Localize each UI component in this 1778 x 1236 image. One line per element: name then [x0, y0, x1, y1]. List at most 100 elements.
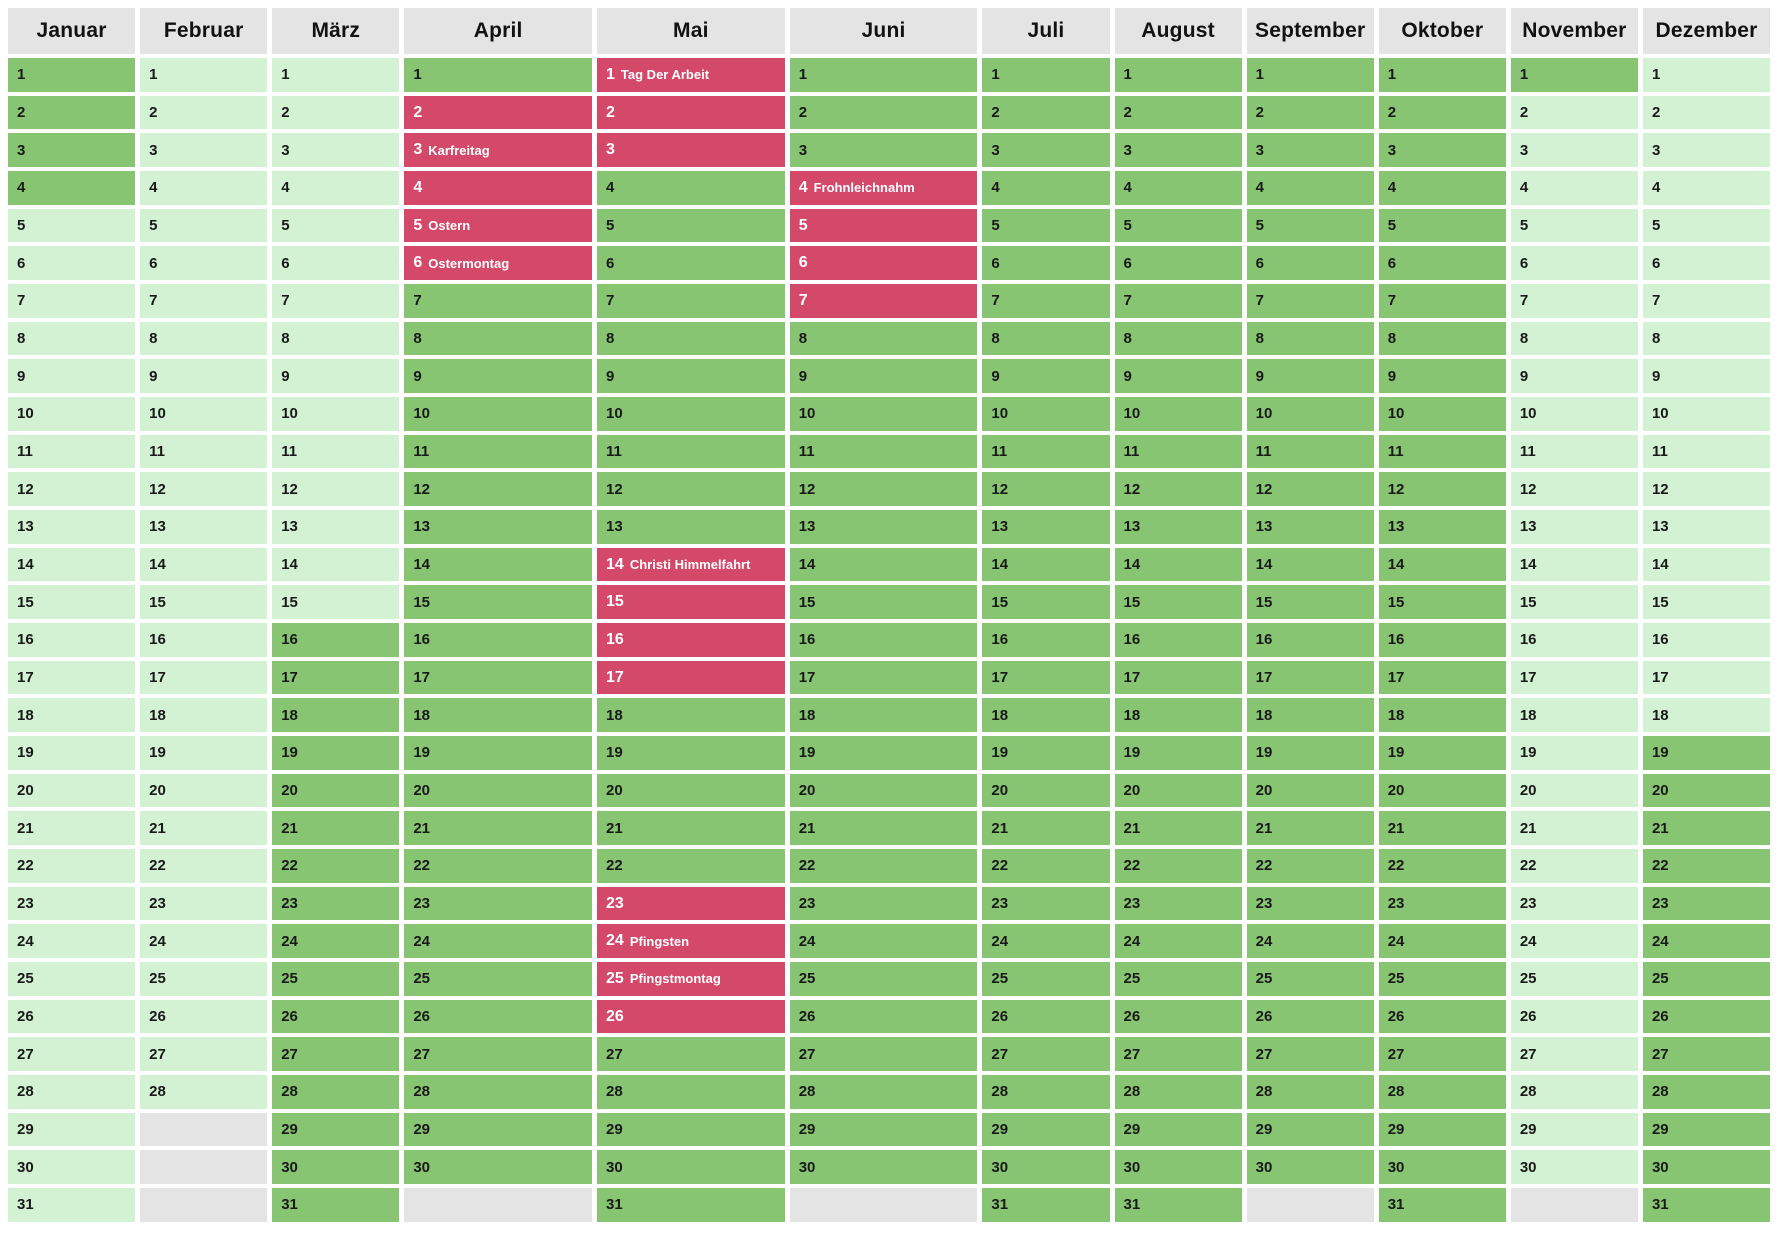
day-cell: 27: [1246, 1037, 1374, 1072]
day-cell: 20: [982, 773, 1110, 808]
day-cell: 23: [1510, 886, 1638, 921]
day-cell: 28: [597, 1075, 785, 1109]
day-cell: 2: [597, 95, 785, 130]
day-cell: 29: [1378, 1112, 1506, 1147]
day-number: 23: [413, 895, 431, 913]
day-number: 10: [1519, 405, 1537, 423]
day-cell: 13: [597, 510, 785, 544]
day-number: 28: [1519, 1083, 1537, 1101]
day-cell: 3: [789, 133, 978, 168]
day-cell: 30: [1114, 1150, 1242, 1185]
day-cell: 13: [404, 510, 593, 544]
day-cell: 16: [8, 623, 136, 657]
day-cell: 6: [597, 246, 785, 281]
day-cell: 8: [404, 321, 593, 356]
day-number: 27: [1123, 1045, 1141, 1063]
day-cell: 16: [597, 623, 785, 657]
day-number: 14: [606, 555, 624, 573]
day-cell: 31: [8, 1188, 136, 1222]
day-number: 9: [1519, 367, 1529, 385]
day-cell: 20: [789, 773, 978, 808]
day-number: 14: [281, 556, 298, 574]
day-cell: 11: [1378, 434, 1506, 469]
day-cell: 18: [1510, 698, 1638, 733]
day-cell: 19: [1510, 736, 1638, 770]
day-cell: 8: [1246, 321, 1374, 356]
day-number: 15: [1651, 593, 1669, 611]
day-number: 31: [1387, 1196, 1405, 1214]
day-cell: 7: [789, 284, 978, 318]
day-cell: 15: [1378, 585, 1506, 620]
day-number: 13: [798, 518, 816, 536]
day-number: 29: [413, 1121, 431, 1139]
day-cell: 27: [140, 1037, 268, 1072]
day-number: 4: [281, 179, 290, 197]
day-number: 1: [991, 66, 1000, 84]
day-number: 24: [1651, 932, 1669, 950]
day-cell: 26: [597, 999, 785, 1034]
day-number: 29: [1255, 1121, 1273, 1139]
day-cell: 18: [1642, 698, 1771, 733]
day-cell: 9: [8, 359, 136, 394]
day-number: 7: [281, 292, 290, 310]
day-number: 16: [17, 631, 34, 649]
day-number: 9: [991, 367, 1000, 385]
day-number: 2: [1387, 104, 1397, 121]
day-number: 5: [281, 217, 290, 235]
month-column-juni: Juni 1 2 3 4 Frohnleichnahm 5 6 7 8 9 10 11 12 13 14 15 1…: [789, 8, 978, 1222]
day-cell: 8: [597, 321, 785, 356]
day-number: 23: [606, 894, 624, 912]
day-number: 3: [1387, 141, 1397, 159]
day-number: 17: [606, 668, 624, 686]
day-number: 4: [991, 179, 1000, 197]
day-number: 2: [149, 104, 158, 121]
day-cell: 23: [982, 886, 1110, 921]
day-cell: 25: [1378, 962, 1506, 996]
month-header: November: [1510, 8, 1638, 54]
day-cell: 27: [1510, 1037, 1638, 1072]
day-number: 3: [281, 141, 290, 159]
month-column-september: September 1 2 3 4 5 6 7 8 9 10 11 12 13 14 15 16 17 18 19 20…: [1246, 8, 1374, 1222]
day-cell: 18: [789, 698, 978, 733]
day-cell: 24: [982, 924, 1110, 959]
day-number: 19: [798, 744, 816, 762]
day-cell: 21: [140, 811, 268, 846]
day-cell: 22: [8, 849, 136, 883]
day-cell: 13: [140, 510, 268, 544]
day-number: 5: [17, 217, 26, 235]
day-cell: 5: [8, 208, 136, 243]
day-cell: 3: [597, 133, 785, 168]
day-cell: 14: [272, 547, 400, 582]
day-number: 19: [991, 744, 1009, 762]
day-cell: 30: [1246, 1150, 1374, 1185]
day-number: 16: [1123, 631, 1141, 649]
day-number: 11: [1123, 443, 1140, 461]
day-cell: 2: [1510, 95, 1638, 130]
day-number: 1: [798, 66, 808, 84]
day-cell: 28: [272, 1075, 400, 1109]
day-cell: 20: [1246, 773, 1374, 808]
day-number: 23: [1123, 895, 1141, 913]
day-cell: 9: [1114, 359, 1242, 394]
day-number: 29: [281, 1121, 298, 1139]
day-number: 27: [1519, 1045, 1537, 1063]
day-number: 4: [149, 179, 158, 197]
day-number: 5: [991, 217, 1000, 235]
day-cell: 19: [789, 736, 978, 770]
day-cell: 12: [1246, 472, 1374, 507]
day-number: 2: [17, 104, 26, 121]
day-number: 1: [1519, 66, 1529, 84]
day-number: 6: [17, 254, 26, 272]
day-number: 28: [1255, 1083, 1273, 1101]
day-number: 30: [281, 1158, 298, 1176]
day-number: 25: [1519, 970, 1537, 988]
day-number: 6: [149, 254, 158, 272]
day-cell: 5: [982, 208, 1110, 243]
day-number: 24: [606, 932, 624, 950]
day-cell: 14: [1246, 547, 1374, 582]
day-cell: 11: [1246, 434, 1374, 469]
day-number: 24: [413, 932, 431, 950]
day-number: 6: [1123, 254, 1132, 272]
day-number: 20: [17, 782, 34, 800]
day-cell: 23: [1378, 886, 1506, 921]
